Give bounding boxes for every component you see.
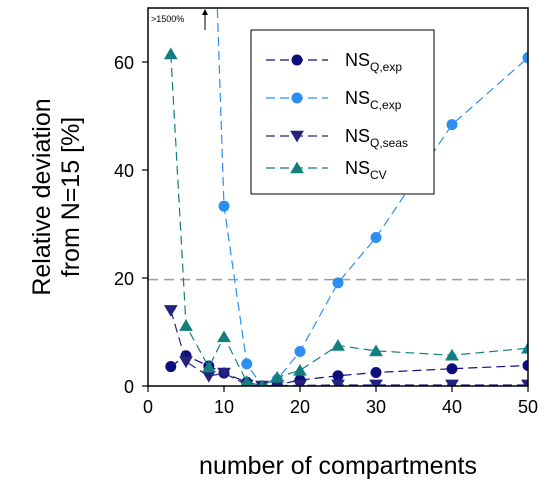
x-tick-label: 40	[442, 397, 462, 417]
data-point	[218, 200, 230, 212]
data-point	[522, 359, 528, 371]
data-point	[201, 360, 216, 373]
legend-label: NSQ,exp	[345, 50, 402, 74]
data-point	[446, 363, 458, 375]
data-point	[217, 330, 231, 343]
legend-box	[250, 29, 435, 195]
x-axis-title: number of compartments	[199, 452, 477, 480]
annotation-arrow	[202, 9, 208, 30]
legend-marker	[290, 161, 304, 174]
data-point	[521, 341, 528, 354]
series-cv	[163, 47, 528, 386]
data-point	[217, 367, 231, 380]
y-tick-label: 0	[124, 377, 134, 397]
legend: NSQ,exp NSC,exp NSQ,seas NSCV	[266, 50, 408, 182]
x-tick-label: 0	[143, 397, 153, 417]
legend-marker	[290, 130, 304, 143]
data-point	[293, 363, 307, 376]
x-tick-label: 10	[214, 397, 234, 417]
y-axis-title-line-1: Relative deviation	[28, 98, 56, 295]
data-point	[165, 361, 177, 373]
legend-label: NSC,exp	[345, 88, 402, 112]
legend-entry: NSCV	[266, 158, 387, 182]
x-tick-label: 30	[366, 397, 386, 417]
data-point	[241, 358, 253, 370]
y-tick-label: 20	[114, 269, 134, 289]
data-point	[179, 356, 193, 369]
legend-marker	[291, 92, 303, 104]
legend-label: NSQ,seas	[345, 126, 408, 150]
legend-entry: NSC,exp	[266, 88, 402, 112]
data-point	[331, 379, 345, 386]
y-axis-title: Relative deviation from N=15 [%]	[28, 98, 85, 295]
data-point	[445, 379, 459, 386]
data-point	[445, 348, 459, 361]
data-point	[369, 379, 383, 386]
plot-frame	[147, 7, 529, 387]
data-point	[163, 305, 178, 317]
data-point	[201, 370, 216, 383]
data-point	[240, 375, 254, 386]
y-tick-label: 60	[114, 53, 134, 73]
legend-entry: NSQ,exp	[266, 50, 402, 74]
x-tick-label: 20	[290, 397, 310, 417]
x-tick-label: 50	[518, 397, 538, 417]
data-point	[331, 339, 345, 351]
data-point	[332, 370, 344, 382]
series-q-seas	[163, 305, 528, 386]
data-point	[179, 319, 193, 331]
annotation-label: >1500%	[151, 14, 184, 24]
data-point	[521, 379, 528, 386]
annotation-arrow-head	[202, 9, 208, 15]
data-point	[446, 119, 458, 131]
data-point	[294, 345, 306, 357]
data-point	[522, 52, 528, 64]
legend-marker	[291, 54, 303, 66]
series-line	[170, 53, 528, 386]
data-point	[369, 344, 383, 357]
data-point	[370, 232, 382, 243]
y-tick-label: 40	[114, 161, 134, 181]
data-point	[332, 277, 344, 289]
data-point	[270, 370, 285, 383]
data-point	[163, 47, 178, 60]
series-line	[170, 355, 528, 386]
data-point	[370, 367, 382, 378]
y-axis-title-line-2: from N=15 [%]	[57, 117, 85, 277]
axis-layer: 0 10 20 30 40 50 0 20 40 60	[114, 53, 538, 417]
legend-entry: NSQ,seas	[266, 126, 408, 150]
legend-label: NSCV	[345, 158, 387, 182]
